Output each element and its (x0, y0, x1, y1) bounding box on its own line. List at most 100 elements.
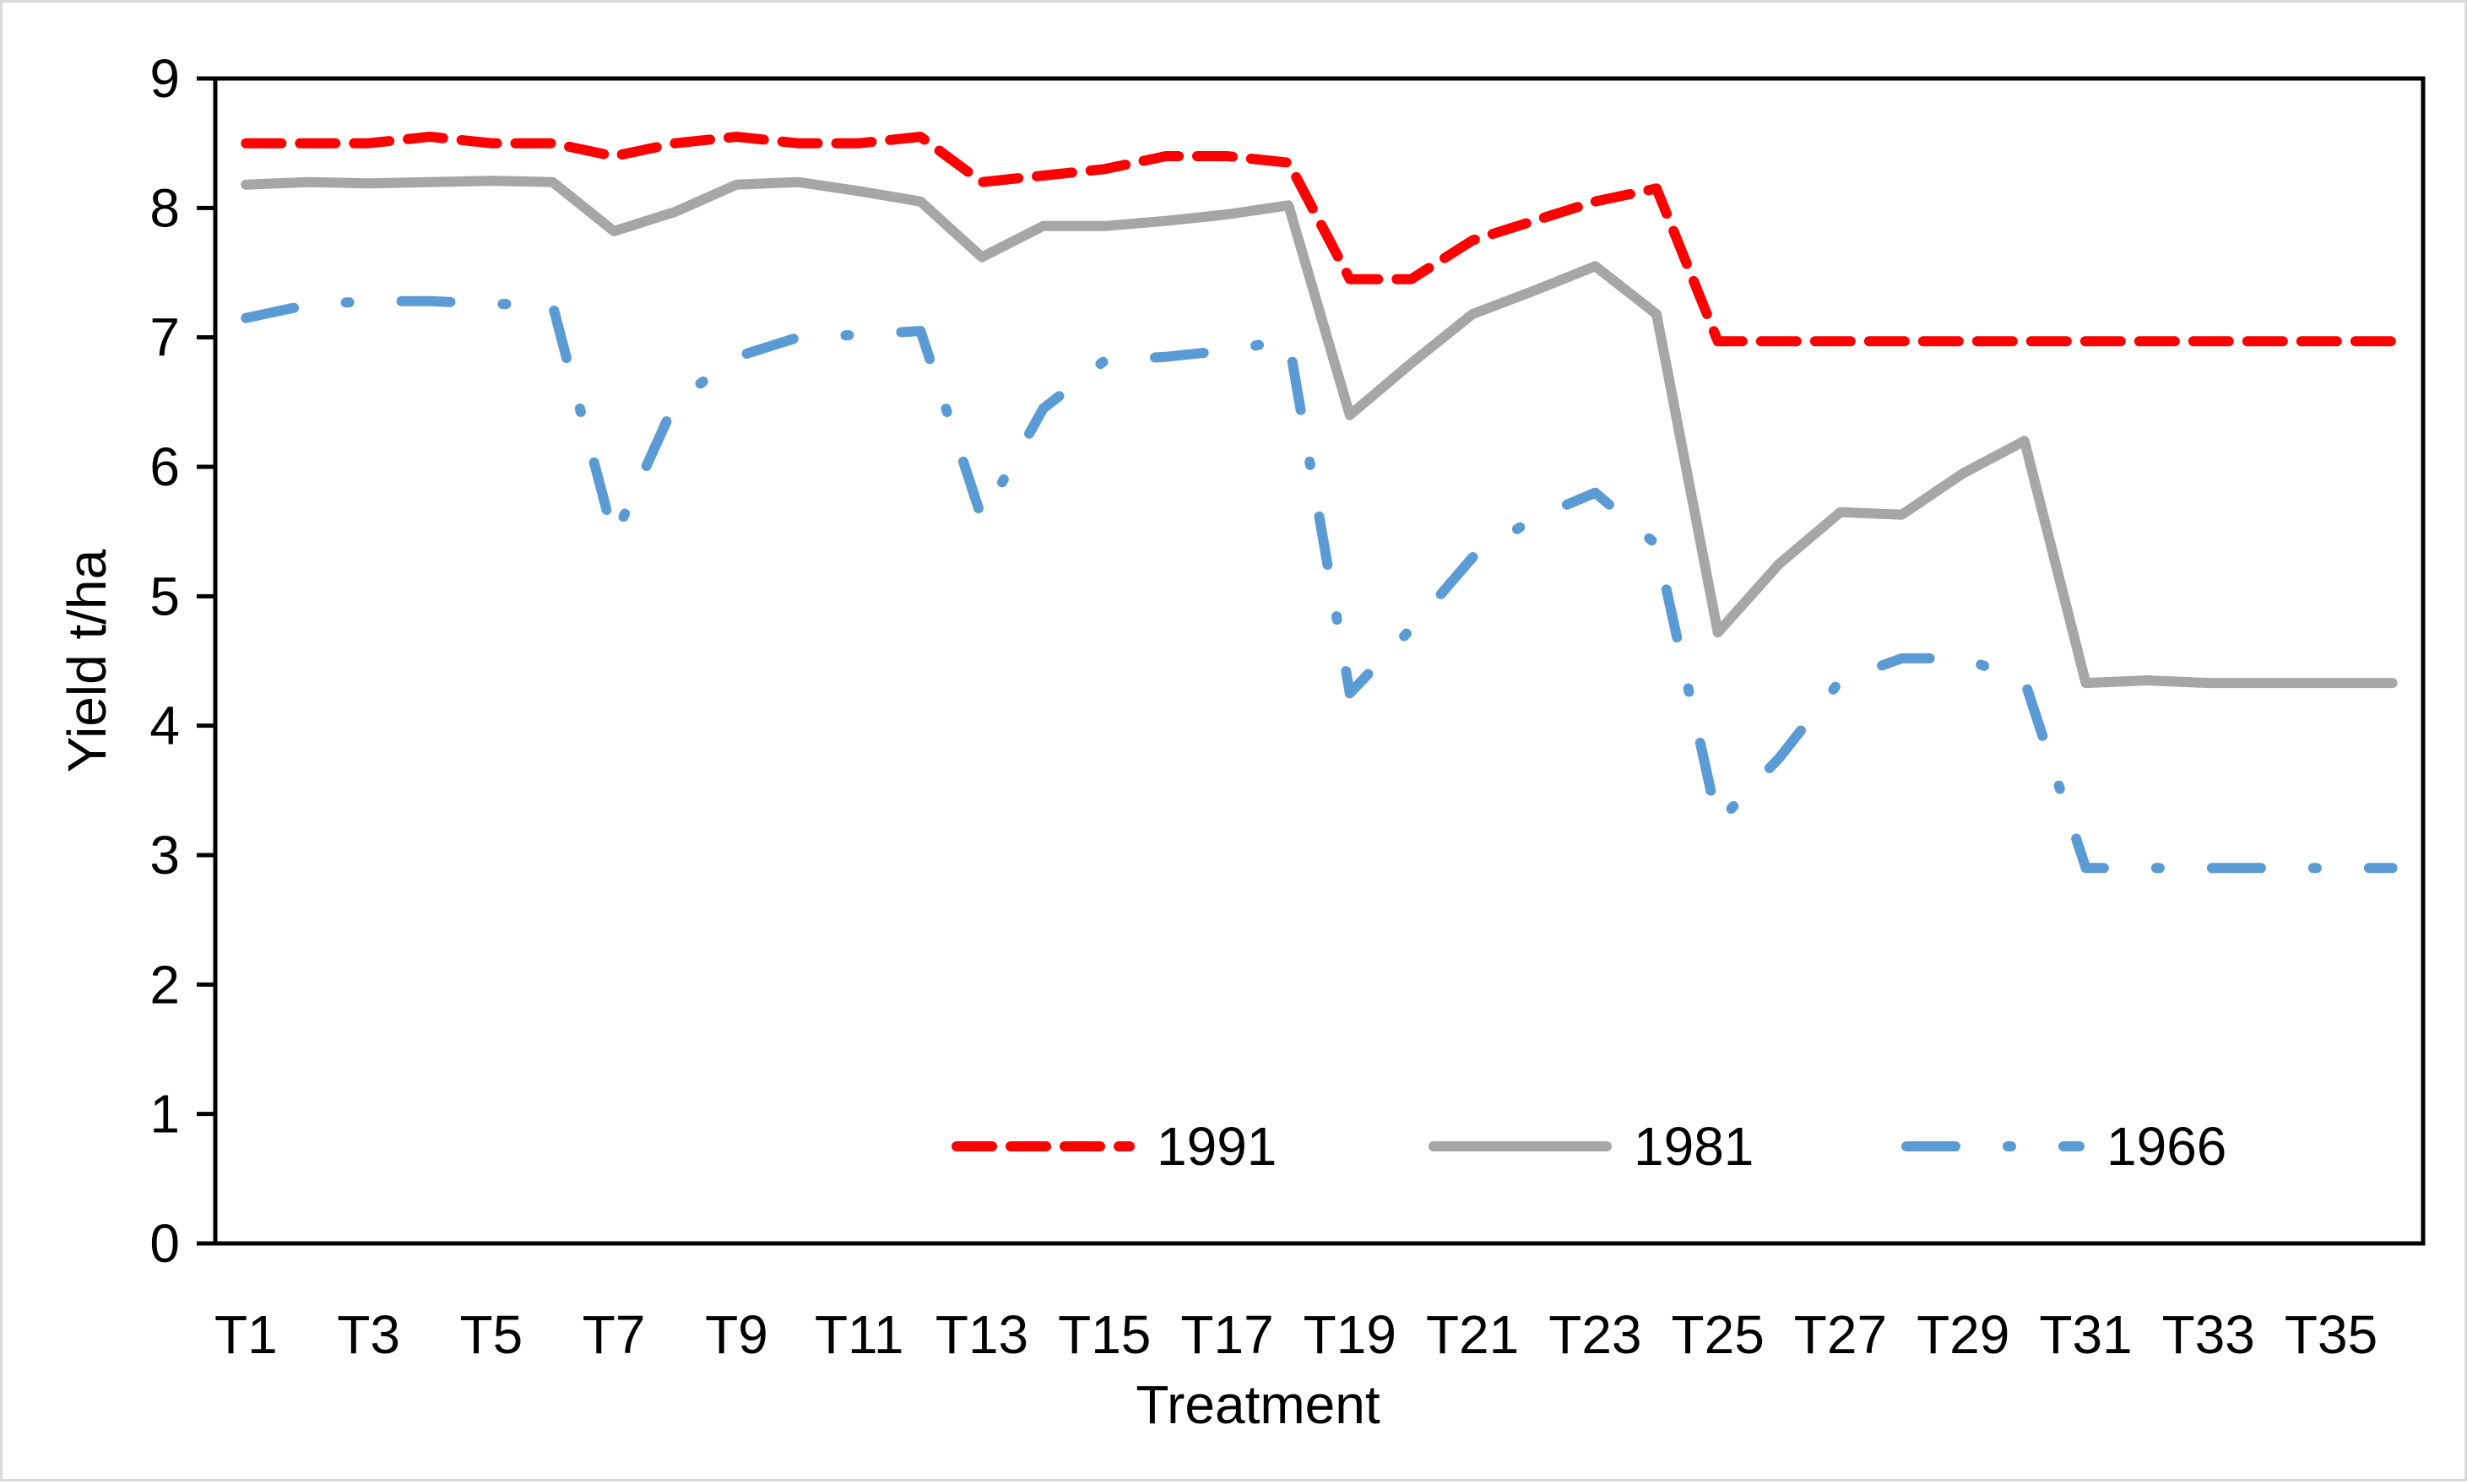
x-tick-label: T1 (214, 1304, 278, 1365)
data-point (1779, 758, 1780, 759)
data-point (1472, 557, 1473, 558)
legend-item-1991: 1991 (952, 1116, 1277, 1177)
plot-area (213, 76, 2426, 1246)
data-point (1963, 473, 1964, 474)
data-point (246, 317, 247, 318)
data-point (614, 156, 615, 157)
x-tick-label: T33 (2162, 1304, 2255, 1365)
data-point (1717, 341, 1718, 342)
data-point (2085, 868, 2086, 869)
data-point (1779, 341, 1780, 342)
data-point (2208, 868, 2209, 869)
y-axis-title: Yield t/ha (57, 549, 117, 772)
data-point (1533, 220, 1534, 221)
data-point (2024, 680, 2025, 681)
y-tick-label: 0 (149, 1213, 180, 1274)
data-point (798, 143, 799, 144)
data-point (552, 305, 553, 306)
data-point (920, 137, 921, 138)
data-point (614, 230, 615, 231)
y-axis: 0 1 2 3 4 5 6 7 8 9 (149, 48, 215, 1274)
data-point (246, 143, 247, 144)
data-point (1595, 201, 1596, 202)
data-point (2208, 683, 2209, 684)
data-point (2331, 341, 2332, 342)
x-tick-label: T25 (1672, 1304, 1765, 1365)
data-point (1227, 214, 1228, 215)
x-tick-label: T13 (935, 1304, 1028, 1365)
y-tick-label: 4 (149, 696, 180, 756)
legend-item-1981: 1981 (1429, 1116, 1754, 1177)
legend-label: 1966 (2106, 1116, 2226, 1177)
data-point (2269, 341, 2270, 342)
data-point (1840, 341, 1841, 342)
data-point (1533, 518, 1534, 519)
data-point (614, 538, 615, 539)
data-point (307, 143, 308, 144)
data-point (2085, 341, 2086, 342)
x-tick-label: T3 (337, 1304, 400, 1365)
data-point (920, 201, 921, 202)
data-point (2392, 683, 2393, 684)
x-tick-label: T11 (815, 1304, 904, 1365)
y-tick-label: 6 (149, 436, 180, 497)
data-point (1288, 205, 1289, 206)
data-point (430, 181, 431, 182)
data-point (307, 305, 308, 306)
x-axis: T1 T3 T5 T7 T9 T11 T13 T15 T17 T19 T21 T23 T25 T27 T29… (214, 1304, 2378, 1365)
data-point (1656, 188, 1657, 189)
data-point (246, 184, 247, 185)
x-tick-label: T35 (2285, 1304, 2378, 1365)
data-point (2392, 868, 2393, 869)
data-point (2085, 683, 2086, 684)
data-point (798, 181, 799, 182)
y-tick-label: 9 (149, 48, 180, 109)
data-point (1411, 363, 1412, 364)
data-point (307, 181, 308, 182)
x-tick-label: T27 (1794, 1304, 1887, 1365)
legend: 1991 1981 1966 (952, 1116, 2226, 1177)
series-1966 (241, 295, 2398, 874)
data-point (2147, 341, 2148, 342)
data-point (1288, 162, 1289, 163)
legend-label: 1991 (1157, 1116, 1277, 1177)
legend-item-1966: 1966 (1901, 1116, 2226, 1177)
data-point (1288, 339, 1289, 340)
data-point (1165, 356, 1166, 357)
data-point (1717, 632, 1718, 633)
series-line-1981 (241, 176, 2398, 689)
data-point (1104, 169, 1105, 170)
data-point (982, 518, 983, 519)
data-point (1043, 225, 1044, 226)
data-point (2331, 683, 2332, 684)
y-tick-label: 2 (149, 954, 180, 1015)
data-point (736, 137, 737, 138)
data-point (1595, 266, 1596, 267)
data-point (2024, 341, 2025, 342)
x-tick-label: T19 (1304, 1304, 1396, 1365)
data-point (1840, 680, 1841, 681)
data-point (2147, 868, 2148, 869)
x-axis-title: Treatment (1136, 1374, 1380, 1435)
x-tick-label: T7 (583, 1304, 646, 1365)
x-tick-label: T29 (1917, 1304, 2009, 1365)
y-tick-label: 7 (149, 307, 180, 368)
data-point (1165, 156, 1166, 157)
data-point (1227, 156, 1228, 157)
x-tick-label: T17 (1180, 1304, 1273, 1365)
data-point (2269, 868, 2270, 869)
y-tick-label: 1 (149, 1084, 180, 1145)
data-point (1901, 514, 1902, 515)
data-point (982, 181, 983, 182)
data-point (736, 184, 737, 185)
data-point (552, 143, 553, 144)
data-point (1595, 492, 1596, 493)
data-point (368, 143, 369, 144)
data-point (2147, 680, 2148, 681)
data-point (2392, 341, 2393, 342)
x-tick-label: T9 (705, 1304, 768, 1365)
data-point (1656, 314, 1657, 315)
data-point (1472, 240, 1473, 241)
